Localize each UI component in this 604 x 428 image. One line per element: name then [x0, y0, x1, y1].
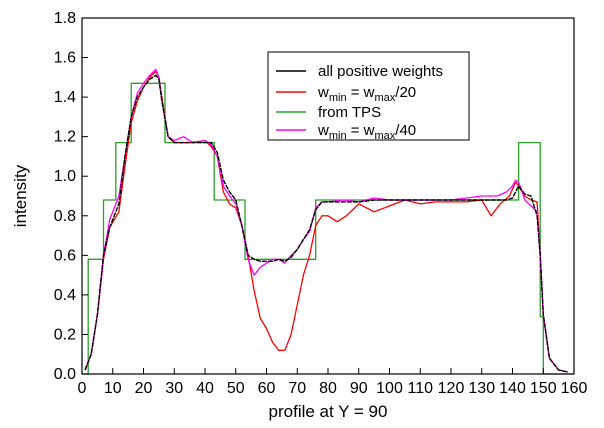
y-tick-label: 1.8	[54, 10, 76, 27]
x-tick-label: 30	[165, 380, 183, 397]
y-tick-label: 0.2	[54, 326, 76, 343]
legend-label-all-positive-weights: all positive weights	[318, 63, 443, 80]
legend: all positive weights wmin = wmax/20 from…	[267, 51, 470, 142]
series-all-positive-weights-line	[84, 74, 569, 373]
series-from-tps-line	[82, 82, 574, 375]
x-tick-label: 130	[468, 380, 495, 397]
legend-box	[267, 51, 470, 141]
x-tick-label: 0	[78, 380, 87, 397]
x-tick-label: 60	[258, 380, 276, 397]
x-tick-label: 120	[438, 380, 465, 397]
x-tick-label: 70	[288, 380, 306, 397]
x-tick-label: 90	[350, 380, 368, 397]
series-layer	[82, 68, 574, 375]
x-tick-label: 150	[530, 380, 557, 397]
y-tick-label: 1.6	[54, 50, 76, 67]
x-axis-title: profile at Y = 90	[269, 402, 388, 421]
legend-label-from-tps: from TPS	[318, 104, 381, 121]
series-wmin-40-line	[84, 68, 569, 373]
y-tick-label: 1.2	[54, 129, 76, 146]
y-tick-label: 0.0	[54, 366, 76, 383]
x-tick-label: 20	[135, 380, 153, 397]
y-axis-title: intensity	[11, 164, 30, 227]
y-tick-label: 0.8	[54, 208, 76, 225]
x-tick-label: 80	[319, 380, 337, 397]
series-wmin-20-line	[84, 70, 569, 373]
x-tick-label: 100	[376, 380, 403, 397]
axis-layer: 0 10 20 30 40 50 60 70 80 90 100 110 120 130 140 150 160…	[54, 10, 588, 397]
y-tick-label: 1.0	[54, 168, 76, 185]
y-tick-label: 1.4	[54, 89, 76, 106]
x-tick-label: 110	[407, 380, 433, 397]
x-tick-label: 40	[196, 380, 214, 397]
x-tick-label: 50	[227, 380, 245, 397]
y-tick-label: 0.6	[54, 247, 76, 264]
y-tick-label: 0.4	[54, 287, 76, 304]
x-tick-label: 140	[499, 380, 526, 397]
x-tick-label: 10	[104, 380, 122, 397]
x-tick-label: 160	[561, 380, 588, 397]
